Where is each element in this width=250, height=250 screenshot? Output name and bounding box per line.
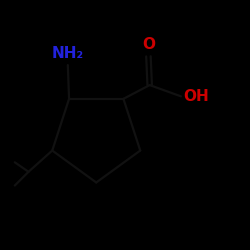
Text: O: O	[142, 37, 155, 52]
Text: NH₂: NH₂	[52, 46, 84, 61]
Text: OH: OH	[183, 89, 209, 104]
